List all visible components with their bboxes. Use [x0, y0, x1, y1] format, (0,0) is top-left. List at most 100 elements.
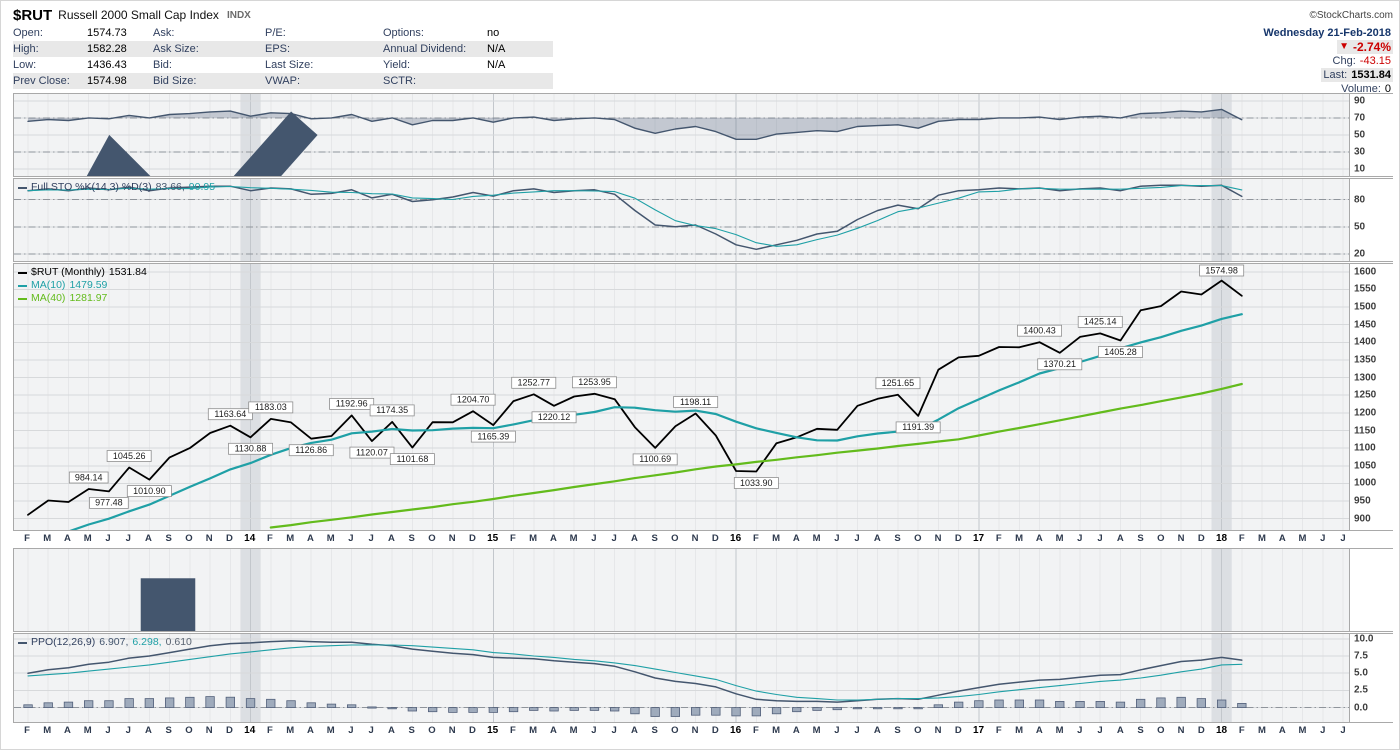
svg-text:1163.64: 1163.64 [214, 409, 246, 419]
price-label: 1165.39 [470, 430, 516, 443]
price-label: 1126.86 [288, 444, 334, 457]
y-axis-label: 80 [1354, 194, 1366, 206]
x-axis-label: N [448, 725, 456, 736]
y-axis-label: 1250 [1354, 389, 1377, 401]
svg-text:977.48: 977.48 [95, 498, 123, 508]
x-axis-label: O [1157, 533, 1165, 544]
x-axis-label: J [1320, 533, 1326, 544]
svg-text:984.14: 984.14 [75, 472, 103, 482]
change-row: Chg: -43.15 [1332, 55, 1391, 67]
x-axis-label: F [995, 533, 1002, 544]
x-axis-label: M [1258, 533, 1266, 544]
y-axis-label: 1200 [1354, 407, 1377, 419]
x-axis-label: M [1015, 725, 1024, 736]
svg-text:1220.12: 1220.12 [538, 412, 571, 422]
price-y-axis: 1600 1550 1500 1450 1400 1350 1300 1250 1200 1150… [1349, 264, 1393, 530]
x-axis-label: M [83, 725, 92, 736]
price-label: 1174.35 [369, 404, 415, 417]
price-label: 1220.12 [531, 411, 577, 424]
x-axis-label: A [630, 725, 638, 736]
y-axis-label: 20 [1354, 248, 1366, 260]
x-axis-label: J [834, 725, 840, 736]
price-panel: 984.14 977.48 1045.26 1010.90 1163.64 1130.88… [13, 263, 1393, 531]
x-axis-label: J [348, 725, 354, 736]
ppo-plot-area: PPO(12,26,9) 6.907, 6.298, 0.610 [14, 634, 1349, 722]
ticker-symbol: $RUT [13, 6, 53, 24]
svg-text:1126.86: 1126.86 [295, 445, 327, 455]
quote-sctr: SCTR: [383, 75, 416, 87]
rsi-plot-area: RSI(14) 67.97 [14, 94, 1349, 176]
x-axis-label: D [954, 725, 962, 736]
down-triangle-icon: ▼ [1339, 41, 1349, 52]
x-axis-label: N [691, 533, 699, 544]
svg-text:1130.88: 1130.88 [235, 444, 267, 454]
price-label: 1163.64 [207, 408, 253, 421]
price-label: 1204.70 [450, 393, 496, 406]
svg-text:1101.68: 1101.68 [396, 454, 428, 464]
percent-change-row: ▼ -2.74% [1337, 40, 1393, 54]
svg-text:1183.03: 1183.03 [255, 402, 287, 412]
x-axis-label: M [1055, 533, 1064, 544]
quote-pe: P/E: [265, 27, 286, 39]
x-axis-label: S [408, 533, 415, 544]
x-axis-label: M [1055, 725, 1064, 736]
x-axis-label: D [468, 533, 476, 544]
y-axis-label: 1550 [1354, 283, 1377, 295]
x-axis-label: M [286, 533, 295, 544]
x-axis-label: A [873, 533, 881, 544]
x-axis-label: 16 [730, 533, 742, 544]
volume-y-axis [1349, 549, 1393, 631]
x-axis-label: 16 [730, 725, 742, 736]
y-axis-label: 50 [1354, 129, 1366, 141]
x-axis-label: J [368, 533, 374, 544]
x-axis-label: 14 [244, 533, 256, 544]
exchange-label: INDX [226, 9, 251, 21]
x-axis-label: O [428, 725, 436, 736]
x-axis-label: S [1137, 533, 1144, 544]
x-axis-label: O [914, 725, 922, 736]
x-axis-label: D [226, 725, 233, 736]
x-axis-label: A [549, 725, 557, 736]
price-label: 1120.07 [349, 446, 395, 459]
x-axis-label: J [125, 533, 131, 544]
price-label: 1033.90 [733, 477, 779, 489]
x-axis-label: F [24, 725, 30, 736]
x-axis-label: N [448, 533, 456, 544]
quote-ask-size: Ask Size: [153, 43, 199, 55]
quote-open: Open: 1574.73 [13, 27, 127, 39]
volume-chart [27, 549, 1344, 631]
svg-text:1252.77: 1252.77 [518, 378, 551, 388]
svg-text:1010.90: 1010.90 [133, 486, 166, 496]
y-axis-label: 900 [1354, 513, 1371, 525]
status-column: Wednesday 21-Feb-2018 ▼ -2.74% Chg: -43.… [1143, 25, 1393, 96]
quote-header: $RUT Russell 2000 Small Cap Index INDX ©… [13, 5, 1393, 96]
price-label: 1252.77 [511, 376, 557, 389]
y-axis-label: 50 [1354, 221, 1366, 233]
x-axis-label: N [205, 725, 213, 736]
y-axis-label: 2.5 [1354, 684, 1368, 696]
y-axis-label: 5.0 [1354, 667, 1368, 679]
x-axis-label: D [1197, 533, 1205, 544]
x-axis-label: F [267, 533, 273, 544]
quote-low: Low: 1436.43 [13, 59, 127, 71]
x-axis-label: J [1097, 725, 1103, 736]
quote-high: High: 1582.28 [13, 43, 127, 55]
y-axis-label: 1300 [1354, 372, 1377, 384]
x-axis-label: M [569, 725, 578, 736]
symbol-name: Russell 2000 Small Cap Index [58, 8, 219, 22]
x-axis-label: M [286, 725, 295, 736]
x-axis-label: M [326, 533, 335, 544]
price-label: 1400.43 [1017, 324, 1062, 337]
x-axis-label: J [611, 533, 617, 544]
x-axis-label: J [611, 725, 617, 736]
x-axis-label: A [792, 725, 800, 736]
x-axis-label: D [711, 725, 719, 736]
svg-text:1251.65: 1251.65 [882, 378, 915, 388]
x-axis-label: J [1077, 533, 1083, 544]
x-axis-label: O [185, 725, 193, 736]
x-axis-label: M [529, 725, 538, 736]
title-row: $RUT Russell 2000 Small Cap Index INDX ©… [13, 5, 1393, 25]
x-axis-label: A [1116, 533, 1124, 544]
x-axis-label: S [651, 533, 658, 544]
x-axis-label: A [792, 533, 800, 544]
